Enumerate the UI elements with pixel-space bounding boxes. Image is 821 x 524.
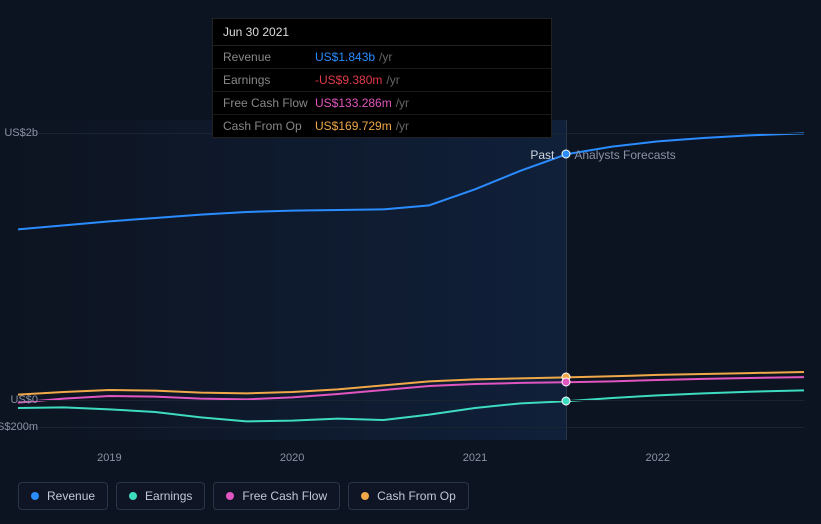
- tooltip-suffix: /yr: [379, 50, 392, 64]
- legend-label: Free Cash Flow: [242, 489, 327, 503]
- tooltip-metric-label: Cash From Op: [223, 119, 315, 133]
- tooltip-metric-label: Revenue: [223, 50, 315, 64]
- legend-dot-icon: [31, 492, 39, 500]
- legend-label: Revenue: [47, 489, 95, 503]
- tooltip-metric-value: US$1.843b/yr: [315, 50, 541, 64]
- past-label: Past: [530, 148, 554, 162]
- gridline: [18, 400, 804, 401]
- legend-item[interactable]: Earnings: [116, 482, 205, 510]
- tooltip-row: RevenueUS$1.843b/yr: [213, 46, 551, 69]
- series-line: [18, 372, 804, 395]
- financials-chart: US$2bUS$0-US$200m2019202020212022PastAna…: [18, 120, 804, 460]
- tooltip-metric-label: Earnings: [223, 73, 315, 87]
- legend-dot-icon: [129, 492, 137, 500]
- x-axis-label: 2021: [463, 452, 487, 464]
- series-marker: [562, 378, 571, 387]
- series-marker: [562, 150, 571, 159]
- tooltip-suffix: /yr: [386, 73, 399, 87]
- chart-lines: [18, 120, 804, 440]
- legend-label: Cash From Op: [377, 489, 456, 503]
- legend-item[interactable]: Cash From Op: [348, 482, 469, 510]
- tooltip-metric-value: US$169.729m/yr: [315, 119, 541, 133]
- y-axis-label: US$2b: [4, 127, 38, 139]
- tooltip-row: Free Cash FlowUS$133.286m/yr: [213, 92, 551, 115]
- tooltip-metric-value: US$133.286m/yr: [315, 96, 541, 110]
- tooltip-metric-label: Free Cash Flow: [223, 96, 315, 110]
- tooltip-row: Cash From OpUS$169.729m/yr: [213, 115, 551, 137]
- chart-tooltip: Jun 30 2021 RevenueUS$1.843b/yrEarnings-…: [212, 18, 552, 138]
- tooltip-suffix: /yr: [396, 119, 409, 133]
- series-line: [18, 390, 804, 421]
- y-axis-label: US$0: [10, 394, 38, 406]
- series-line: [18, 133, 804, 229]
- y-axis-label: -US$200m: [0, 421, 38, 433]
- chart-legend: Revenue Earnings Free Cash Flow Cash From O…: [18, 482, 469, 510]
- legend-dot-icon: [361, 492, 369, 500]
- plot-area: US$2bUS$0-US$200m2019202020212022PastAna…: [18, 120, 804, 440]
- x-axis-label: 2020: [280, 452, 304, 464]
- tooltip-date: Jun 30 2021: [213, 19, 551, 46]
- split-line: [566, 120, 567, 440]
- forecast-label: Analysts Forecasts: [574, 148, 675, 162]
- legend-item[interactable]: Free Cash Flow: [213, 482, 340, 510]
- x-axis-label: 2022: [646, 452, 670, 464]
- x-axis-label: 2019: [97, 452, 121, 464]
- legend-label: Earnings: [145, 489, 192, 503]
- legend-dot-icon: [226, 492, 234, 500]
- gridline: [18, 427, 804, 428]
- legend-item[interactable]: Revenue: [18, 482, 108, 510]
- tooltip-suffix: /yr: [396, 96, 409, 110]
- tooltip-row: Earnings-US$9.380m/yr: [213, 69, 551, 92]
- tooltip-metric-value: -US$9.380m/yr: [315, 73, 541, 87]
- series-marker: [562, 397, 571, 406]
